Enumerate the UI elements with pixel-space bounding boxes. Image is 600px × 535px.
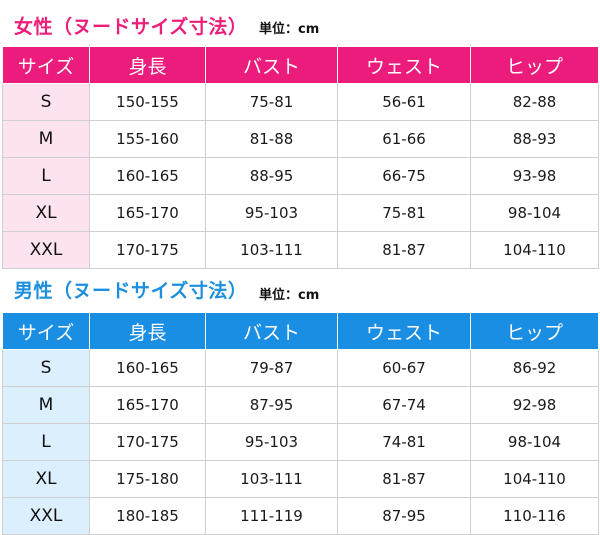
waist-cell: 81-87 bbox=[337, 460, 471, 498]
women-header-bust: バスト bbox=[205, 46, 338, 84]
bust-cell: 87-95 bbox=[205, 386, 338, 424]
hip-cell: 82-88 bbox=[470, 83, 599, 121]
table-row: L 160-165 88-95 66-75 93-98 bbox=[2, 157, 599, 195]
table-row: XXL 180-185 111-119 87-95 110-116 bbox=[2, 497, 599, 535]
bust-cell: 79-87 bbox=[205, 349, 338, 387]
women-unit-label: 単位：cm bbox=[259, 22, 320, 37]
waist-cell: 66-75 bbox=[337, 157, 471, 195]
waist-cell: 60-67 bbox=[337, 349, 471, 387]
men-header-row: サイズ 身長 バスト ウェスト ヒップ bbox=[2, 312, 599, 350]
men-header-size: サイズ bbox=[2, 312, 90, 350]
height-cell: 170-175 bbox=[89, 423, 206, 461]
women-header-height: 身長 bbox=[89, 46, 206, 84]
table-row: XXL 170-175 103-111 81-87 104-110 bbox=[2, 231, 599, 269]
men-unit-label: 単位：cm bbox=[259, 288, 320, 303]
women-size-table: サイズ 身長 バスト ウェスト ヒップ S 150-155 75-81 56-6… bbox=[2, 46, 599, 269]
bust-cell: 81-88 bbox=[205, 120, 338, 158]
waist-cell: 67-74 bbox=[337, 386, 471, 424]
women-header-size: サイズ bbox=[2, 46, 90, 84]
hip-cell: 98-104 bbox=[470, 423, 599, 461]
bust-cell: 111-119 bbox=[205, 497, 338, 535]
height-cell: 180-185 bbox=[89, 497, 206, 535]
bust-cell: 103-111 bbox=[205, 231, 338, 269]
table-row: XL 165-170 95-103 75-81 98-104 bbox=[2, 194, 599, 232]
men-title-row: 男性（ヌードサイズ寸法） 単位：cm bbox=[0, 272, 600, 318]
size-cell: L bbox=[2, 423, 90, 461]
size-cell: L bbox=[2, 157, 90, 195]
women-header-waist: ウェスト bbox=[337, 46, 471, 84]
table-row: S 160-165 79-87 60-67 86-92 bbox=[2, 349, 599, 387]
men-section-title: 男性（ヌードサイズ寸法） bbox=[14, 280, 248, 302]
women-size-section: 女性（ヌードサイズ寸法） 単位：cm サイズ 身長 バスト ウェスト ヒップ S… bbox=[0, 0, 600, 269]
size-cell: S bbox=[2, 83, 90, 121]
size-cell: XXL bbox=[2, 497, 90, 535]
table-row: XL 175-180 103-111 81-87 104-110 bbox=[2, 460, 599, 498]
size-cell: M bbox=[2, 386, 90, 424]
height-cell: 170-175 bbox=[89, 231, 206, 269]
hip-cell: 110-116 bbox=[470, 497, 599, 535]
waist-cell: 74-81 bbox=[337, 423, 471, 461]
height-cell: 160-165 bbox=[89, 157, 206, 195]
size-cell: S bbox=[2, 349, 90, 387]
size-cell: M bbox=[2, 120, 90, 158]
bust-cell: 95-103 bbox=[205, 194, 338, 232]
height-cell: 150-155 bbox=[89, 83, 206, 121]
hip-cell: 86-92 bbox=[470, 349, 599, 387]
women-header-hip: ヒップ bbox=[470, 46, 599, 84]
women-header-row: サイズ 身長 バスト ウェスト ヒップ bbox=[2, 46, 599, 84]
table-row: S 150-155 75-81 56-61 82-88 bbox=[2, 83, 599, 121]
bust-cell: 88-95 bbox=[205, 157, 338, 195]
men-size-table: サイズ 身長 バスト ウェスト ヒップ S 160-165 79-87 60-6… bbox=[2, 312, 599, 535]
waist-cell: 87-95 bbox=[337, 497, 471, 535]
height-cell: 165-170 bbox=[89, 386, 206, 424]
waist-cell: 81-87 bbox=[337, 231, 471, 269]
bust-cell: 75-81 bbox=[205, 83, 338, 121]
women-title-row: 女性（ヌードサイズ寸法） 単位：cm bbox=[0, 0, 600, 46]
bust-cell: 103-111 bbox=[205, 460, 338, 498]
men-header-hip: ヒップ bbox=[470, 312, 599, 350]
waist-cell: 56-61 bbox=[337, 83, 471, 121]
men-header-waist: ウェスト bbox=[337, 312, 471, 350]
height-cell: 160-165 bbox=[89, 349, 206, 387]
women-section-title: 女性（ヌードサイズ寸法） bbox=[14, 16, 248, 38]
waist-cell: 61-66 bbox=[337, 120, 471, 158]
men-header-bust: バスト bbox=[205, 312, 338, 350]
hip-cell: 92-98 bbox=[470, 386, 599, 424]
table-row: M 155-160 81-88 61-66 88-93 bbox=[2, 120, 599, 158]
size-cell: XL bbox=[2, 194, 90, 232]
table-row: M 165-170 87-95 67-74 92-98 bbox=[2, 386, 599, 424]
hip-cell: 88-93 bbox=[470, 120, 599, 158]
men-header-height: 身長 bbox=[89, 312, 206, 350]
size-cell: XL bbox=[2, 460, 90, 498]
waist-cell: 75-81 bbox=[337, 194, 471, 232]
height-cell: 175-180 bbox=[89, 460, 206, 498]
hip-cell: 104-110 bbox=[470, 460, 599, 498]
height-cell: 165-170 bbox=[89, 194, 206, 232]
height-cell: 155-160 bbox=[89, 120, 206, 158]
hip-cell: 104-110 bbox=[470, 231, 599, 269]
table-row: L 170-175 95-103 74-81 98-104 bbox=[2, 423, 599, 461]
hip-cell: 93-98 bbox=[470, 157, 599, 195]
men-size-section: 男性（ヌードサイズ寸法） 単位：cm サイズ 身長 バスト ウェスト ヒップ S… bbox=[0, 272, 600, 535]
bust-cell: 95-103 bbox=[205, 423, 338, 461]
hip-cell: 98-104 bbox=[470, 194, 599, 232]
size-cell: XXL bbox=[2, 231, 90, 269]
